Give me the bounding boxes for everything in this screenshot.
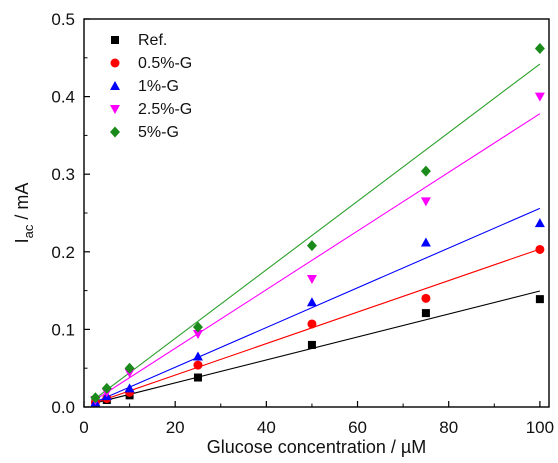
legend-label-1-g: 1%-G [138,78,179,95]
x-tick-label: 40 [257,418,276,437]
data-point-5-g [124,362,135,374]
data-point-0-5-g [193,360,203,370]
series-1-g [90,218,545,407]
legend: Ref. 0.5%-G 1%-G 2.5%-G 5%-G [110,32,192,141]
legend-label-ref: Ref. [138,32,167,49]
x-tick-label: 100 [526,418,554,437]
data-points [90,42,545,408]
plot-frame [83,18,550,408]
data-point-ref [307,340,316,349]
legend-marker-1-g [110,81,120,90]
data-point-5-g [420,165,431,177]
data-point-2-5-g [306,274,317,284]
data-point-1-g [124,383,135,393]
fit-line-0-5-g [95,248,541,404]
y-tick-label: 0.5 [51,10,75,29]
data-point-2-5-g [192,330,203,340]
series-5-g [90,42,545,404]
data-point-1-g [192,351,203,361]
x-tick-label: 0 [79,418,88,437]
y-tick-label: 0.0 [51,398,75,417]
y-tick-label: 0.1 [51,320,75,339]
fit-line-1-g [95,207,541,403]
x-tick-label: 20 [166,418,185,437]
data-point-5-g [90,392,101,404]
x-tick-label: 60 [348,418,367,437]
legend-item-1-g: 1%-G [110,78,179,95]
data-point-1-g [306,297,317,307]
fit-line-2-5-g [95,113,541,401]
data-point-ref [193,373,202,382]
series-ref [91,295,544,408]
x-axis-title: Glucose concentration / µM [207,437,426,457]
legend-label-5-g: 5%-G [138,124,179,141]
y-axis-title-main: I [12,238,32,243]
legend-marker-2-5-g [110,105,120,114]
legend-label-2-5-g: 2.5%-G [138,101,192,118]
data-point-0-5-g [535,244,545,254]
legend-marker-0-5-g [110,58,120,68]
legend-label-0-5-g: 0.5%-G [138,55,192,72]
data-point-1-g [420,237,431,247]
data-point-2-5-g [420,197,431,207]
data-point-5-g [534,42,545,54]
fit-lines [95,63,541,404]
y-axis-title: Iac / mA [12,183,36,244]
legend-item-0-5-g: 0.5%-G [110,55,192,72]
legend-marker-ref [111,36,119,44]
data-point-ref [421,309,430,318]
data-point-2-5-g [534,92,545,102]
legend-item-ref: Ref. [111,32,167,49]
data-point-5-g [306,240,317,252]
tick-layer: 0 20 40 60 80 100 0.0 0.1 0.2 0.3 0.4 0.5 [51,10,554,437]
y-axis-title-subscript: ac [21,224,36,238]
legend-item-2-5-g: 2.5%-G [110,101,192,118]
legend-item-5-g: 5%-G [110,124,179,141]
legend-marker-5-g [110,126,120,138]
data-point-5-g [192,321,203,333]
y-axis-title-suffix: / mA [12,183,32,225]
x-tick-label: 80 [439,418,458,437]
data-point-0-5-g [421,293,431,303]
y-tick-label: 0.2 [51,243,75,262]
data-point-ref [535,295,544,304]
y-tick-label: 0.4 [51,88,75,107]
fit-line-5-g [95,63,541,399]
data-point-5-g [101,382,112,394]
y-tick-label: 0.3 [51,165,75,184]
data-point-0-5-g [307,319,317,329]
data-point-1-g [534,218,545,228]
fit-line-ref [95,290,541,404]
